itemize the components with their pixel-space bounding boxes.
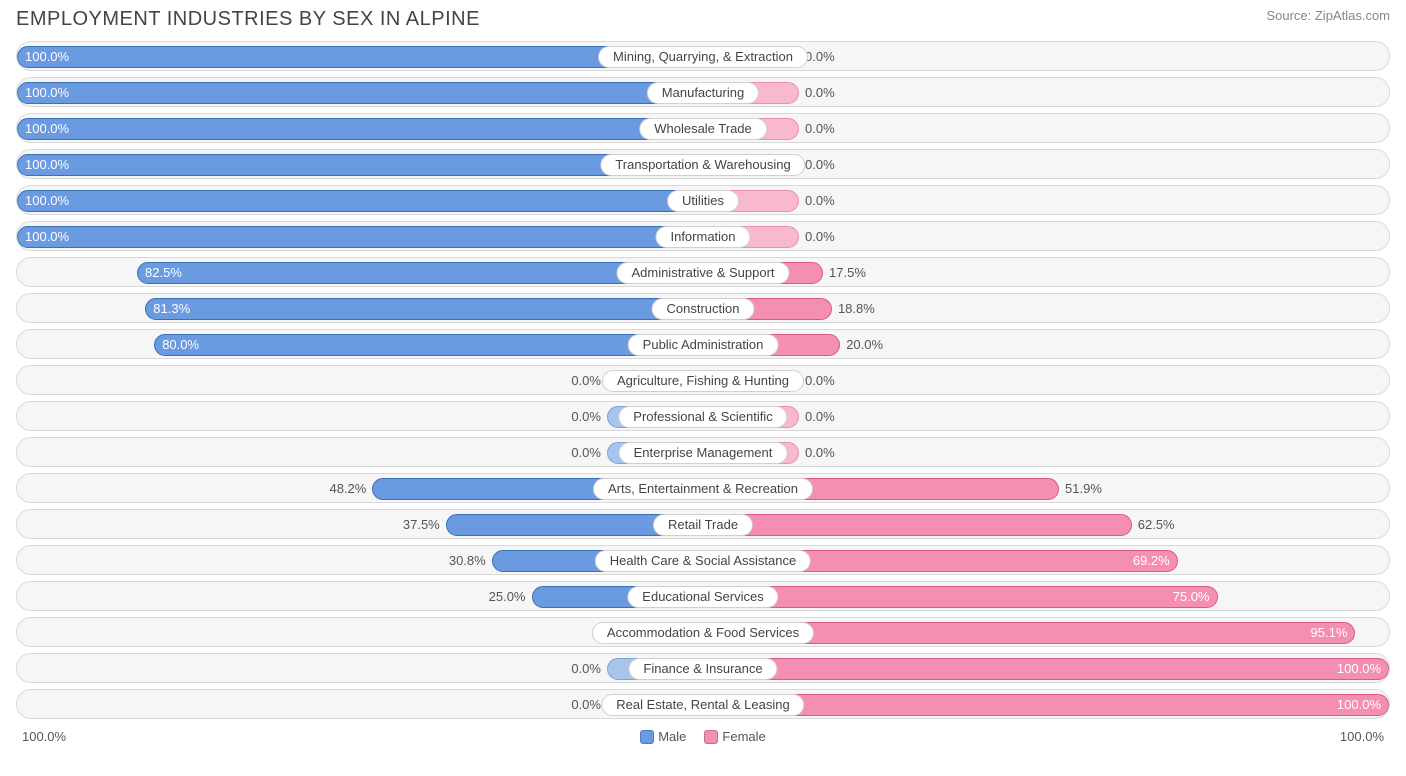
- category-label: Real Estate, Rental & Leasing: [601, 694, 804, 716]
- chart-row: 82.5%17.5%Administrative & Support: [16, 257, 1390, 287]
- chart-row: 0.0% 0.0% Enterprise Management: [16, 437, 1390, 467]
- male-value: 25.0%: [489, 582, 526, 611]
- category-label: Health Care & Social Assistance: [595, 550, 811, 572]
- legend: Male Female: [66, 729, 1340, 744]
- male-value: 100.0%: [25, 114, 703, 143]
- female-bar: [703, 658, 1389, 680]
- male-value: 80.0%: [162, 330, 703, 359]
- female-value: 69.2%: [1133, 546, 1170, 575]
- female-value: 0.0%: [805, 186, 835, 215]
- category-label: Manufacturing: [647, 82, 759, 104]
- female-value: 95.1%: [1311, 618, 1348, 647]
- female-value: 62.5%: [1138, 510, 1175, 539]
- chart-row: 0.0% 100.0% Real Estate, Rental & Leasing: [16, 689, 1390, 719]
- category-label: Agriculture, Fishing & Hunting: [602, 370, 804, 392]
- female-value: 75.0%: [1173, 582, 1210, 611]
- male-value: 0.0%: [571, 690, 601, 719]
- female-value: 100.0%: [1337, 654, 1381, 683]
- category-label: Professional & Scientific: [618, 406, 787, 428]
- chart-row: 4.9%95.1%Accommodation & Food Services: [16, 617, 1390, 647]
- chart-row: 30.8% 69.2% Health Care & Social Assistanc…: [16, 545, 1390, 575]
- category-label: Transportation & Warehousing: [600, 154, 805, 176]
- category-label: Public Administration: [628, 334, 779, 356]
- category-label: Utilities: [667, 190, 739, 212]
- male-value: 48.2%: [329, 474, 366, 503]
- category-label: Educational Services: [627, 586, 778, 608]
- legend-swatch-male: [640, 730, 654, 744]
- female-value: 0.0%: [805, 114, 835, 143]
- chart-row: 100.0%0.0%Transportation & Warehousing: [16, 149, 1390, 179]
- male-value: 30.8%: [449, 546, 486, 575]
- legend-label-female: Female: [722, 729, 765, 744]
- female-value: 51.9%: [1065, 474, 1102, 503]
- male-value: 100.0%: [25, 222, 703, 251]
- female-bar: [703, 694, 1389, 716]
- male-value: 0.0%: [571, 402, 601, 431]
- category-label: Wholesale Trade: [639, 118, 767, 140]
- female-value: 100.0%: [1337, 690, 1381, 719]
- category-label: Finance & Insurance: [628, 658, 777, 680]
- female-bar: [703, 514, 1132, 536]
- female-value: 0.0%: [805, 366, 835, 395]
- male-value: 100.0%: [25, 78, 703, 107]
- chart-footer: 100.0% Male Female 100.0%: [0, 725, 1406, 744]
- male-value: 0.0%: [571, 654, 601, 683]
- category-label: Arts, Entertainment & Recreation: [593, 478, 813, 500]
- chart-row: 100.0% 0.0% Information: [16, 221, 1390, 251]
- chart-row: 80.0% 20.0% Public Administration: [16, 329, 1390, 359]
- chart-row: 0.0% 0.0% Professional & Scientific: [16, 401, 1390, 431]
- axis-label-right: 100.0%: [1340, 729, 1384, 744]
- chart-row: 100.0% 0.0% Wholesale Trade: [16, 113, 1390, 143]
- female-value: 20.0%: [846, 330, 883, 359]
- legend-item-male: Male: [640, 729, 686, 744]
- category-label: Information: [655, 226, 750, 248]
- category-label: Accommodation & Food Services: [592, 622, 814, 644]
- female-value: 0.0%: [805, 438, 835, 467]
- chart-row: 100.0% 0.0% Utilities: [16, 185, 1390, 215]
- category-label: Mining, Quarrying, & Extraction: [598, 46, 808, 68]
- male-value: 0.0%: [571, 438, 601, 467]
- chart-row: 0.0% 0.0%Agriculture, Fishing & Hunting: [16, 365, 1390, 395]
- chart-header: EMPLOYMENT INDUSTRIES BY SEX IN ALPINE S…: [0, 0, 1406, 35]
- female-value: 0.0%: [805, 150, 835, 179]
- legend-swatch-female: [704, 730, 718, 744]
- chart-row: 25.0% 75.0% Educational Services: [16, 581, 1390, 611]
- male-value: 0.0%: [571, 366, 601, 395]
- chart-area: 100.0%0.0%Mining, Quarrying, & Extractio…: [0, 35, 1406, 719]
- chart-row: 37.5% 62.5% Retail Trade: [16, 509, 1390, 539]
- female-value: 0.0%: [805, 42, 835, 71]
- male-value: 81.3%: [153, 294, 703, 323]
- axis-label-left: 100.0%: [22, 729, 66, 744]
- female-bar: [703, 586, 1218, 608]
- category-label: Administrative & Support: [616, 262, 789, 284]
- female-value: 0.0%: [805, 402, 835, 431]
- chart-row: 0.0% 100.0% Finance & Insurance: [16, 653, 1390, 683]
- chart-row: 100.0%0.0%Mining, Quarrying, & Extractio…: [16, 41, 1390, 71]
- chart-title: EMPLOYMENT INDUSTRIES BY SEX IN ALPINE: [16, 8, 480, 31]
- male-value: 100.0%: [25, 186, 703, 215]
- chart-source: Source: ZipAtlas.com: [1266, 8, 1390, 23]
- female-value: 0.0%: [805, 78, 835, 107]
- legend-item-female: Female: [704, 729, 765, 744]
- chart-row: 100.0% 0.0% Manufacturing: [16, 77, 1390, 107]
- legend-label-male: Male: [658, 729, 686, 744]
- male-value: 37.5%: [403, 510, 440, 539]
- chart-row: 48.2% 51.9% Arts, Entertainment & Recreati…: [16, 473, 1390, 503]
- chart-row: 81.3% 18.8% Construction: [16, 293, 1390, 323]
- female-value: 18.8%: [838, 294, 875, 323]
- category-label: Retail Trade: [653, 514, 753, 536]
- category-label: Enterprise Management: [619, 442, 788, 464]
- female-value: 17.5%: [829, 258, 866, 287]
- category-label: Construction: [652, 298, 755, 320]
- female-value: 0.0%: [805, 222, 835, 251]
